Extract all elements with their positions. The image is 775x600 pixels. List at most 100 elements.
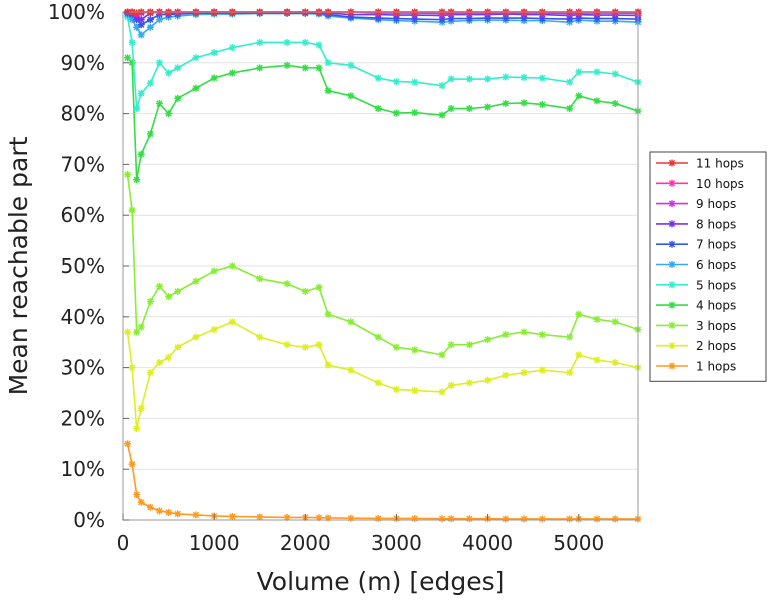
- legend-marker-9-hops: [668, 200, 676, 208]
- data-point-2-hops: [538, 366, 546, 374]
- data-point-4-hops: [347, 92, 355, 100]
- data-point-1-hops: [438, 515, 446, 523]
- data-point-3-hops: [128, 206, 136, 214]
- data-point-1-hops: [324, 514, 332, 522]
- data-point-1-hops: [411, 514, 419, 522]
- data-point-3-hops: [347, 318, 355, 326]
- series-line-4-hops: [126, 57, 639, 180]
- y-tick-label: 40%: [61, 305, 105, 329]
- data-point-2-hops: [347, 366, 355, 374]
- legend-marker-8-hops: [668, 220, 676, 228]
- data-point-2-hops: [210, 326, 218, 333]
- legend-label-9-hops: 9 hops: [696, 197, 736, 211]
- data-point-1-hops: [174, 510, 182, 518]
- legend-label-5-hops: 5 hops: [696, 278, 736, 292]
- data-point-7-hops: [566, 15, 574, 23]
- data-point-5-hops: [593, 68, 601, 76]
- data-point-4-hops: [593, 97, 601, 105]
- data-point-5-hops: [155, 59, 163, 67]
- series-2-hops: [124, 318, 642, 433]
- data-point-5-hops: [575, 68, 583, 76]
- data-point-7-hops: [465, 15, 473, 23]
- data-point-2-hops: [124, 328, 132, 336]
- data-point-4-hops: [484, 103, 492, 111]
- data-point-6-hops: [128, 16, 136, 24]
- data-point-2-hops: [301, 343, 309, 351]
- data-point-2-hops: [128, 364, 136, 372]
- x-tick-label: 4000: [462, 531, 513, 555]
- data-point-5-hops: [447, 75, 455, 83]
- data-point-2-hops: [447, 381, 455, 389]
- legend-marker-11-hops: [668, 159, 676, 167]
- data-point-5-hops: [137, 89, 145, 97]
- data-point-3-hops: [137, 323, 145, 331]
- data-point-5-hops: [566, 78, 574, 86]
- x-tick-label: 5000: [553, 531, 604, 555]
- data-point-4-hops: [575, 92, 583, 100]
- data-point-2-hops: [146, 369, 154, 377]
- y-tick-label: 50%: [61, 254, 105, 278]
- data-point-2-hops: [465, 379, 473, 387]
- y-tick-label: 100%: [48, 0, 105, 24]
- data-point-3-hops: [411, 346, 419, 354]
- data-point-7-hops: [538, 15, 546, 23]
- data-point-1-hops: [124, 440, 132, 448]
- data-point-5-hops: [392, 78, 400, 86]
- data-point-8-hops: [137, 16, 145, 24]
- data-point-4-hops: [283, 61, 291, 69]
- data-point-3-hops: [447, 341, 455, 349]
- data-point-4-hops: [502, 99, 510, 107]
- data-point-1-hops: [593, 515, 601, 523]
- data-point-5-hops: [128, 38, 136, 46]
- data-point-7-hops: [374, 14, 382, 22]
- data-point-6-hops: [146, 23, 154, 31]
- data-point-4-hops: [133, 176, 141, 184]
- data-point-5-hops: [192, 54, 200, 62]
- data-point-2-hops: [165, 353, 173, 361]
- data-point-4-hops: [374, 105, 382, 113]
- legend-label-11-hops: 11 hops: [696, 157, 744, 171]
- data-point-3-hops: [593, 315, 601, 323]
- data-point-3-hops: [484, 336, 492, 344]
- data-point-3-hops: [155, 282, 163, 290]
- data-point-2-hops: [192, 333, 200, 341]
- legend-marker-6-hops: [668, 261, 676, 268]
- data-point-4-hops: [192, 84, 200, 92]
- data-point-7-hops: [438, 16, 446, 24]
- data-point-5-hops: [315, 41, 323, 49]
- data-point-4-hops: [438, 111, 446, 119]
- data-point-2-hops: [392, 385, 400, 393]
- data-point-7-hops: [484, 14, 492, 22]
- data-point-5-hops: [165, 69, 173, 77]
- data-point-5-hops: [538, 74, 546, 82]
- data-point-4-hops: [256, 64, 264, 72]
- data-point-3-hops: [566, 333, 574, 341]
- data-point-2-hops: [502, 371, 510, 379]
- data-point-2-hops: [566, 369, 574, 377]
- data-point-2-hops: [611, 359, 619, 367]
- data-point-1-hops: [192, 511, 200, 519]
- series-line-6-hops: [126, 12, 639, 37]
- data-point-3-hops: [256, 275, 264, 283]
- data-point-1-hops: [133, 491, 141, 499]
- legend-marker-10-hops: [668, 179, 676, 187]
- data-point-7-hops: [520, 14, 528, 22]
- data-point-4-hops: [128, 59, 136, 67]
- data-point-2-hops: [137, 404, 145, 412]
- data-point-7-hops: [411, 15, 419, 23]
- axis-ticks: 0% 10% 20% 30% 40% 50% 60% 70% 80% 90% 100% 0 1000 20…: [48, 0, 604, 555]
- data-point-4-hops: [465, 105, 473, 113]
- data-point-5-hops: [301, 38, 309, 46]
- data-point-1-hops: [374, 514, 382, 522]
- data-point-3-hops: [301, 287, 309, 295]
- data-point-5-hops: [347, 61, 355, 69]
- data-point-1-hops: [315, 514, 323, 522]
- data-point-1-hops: [146, 503, 154, 511]
- data-point-3-hops: [174, 287, 182, 295]
- data-point-5-hops: [611, 70, 619, 78]
- data-point-4-hops: [210, 74, 218, 82]
- data-point-1-hops: [502, 515, 510, 523]
- legend-marker-5-hops: [668, 281, 676, 289]
- data-point-3-hops: [165, 292, 173, 300]
